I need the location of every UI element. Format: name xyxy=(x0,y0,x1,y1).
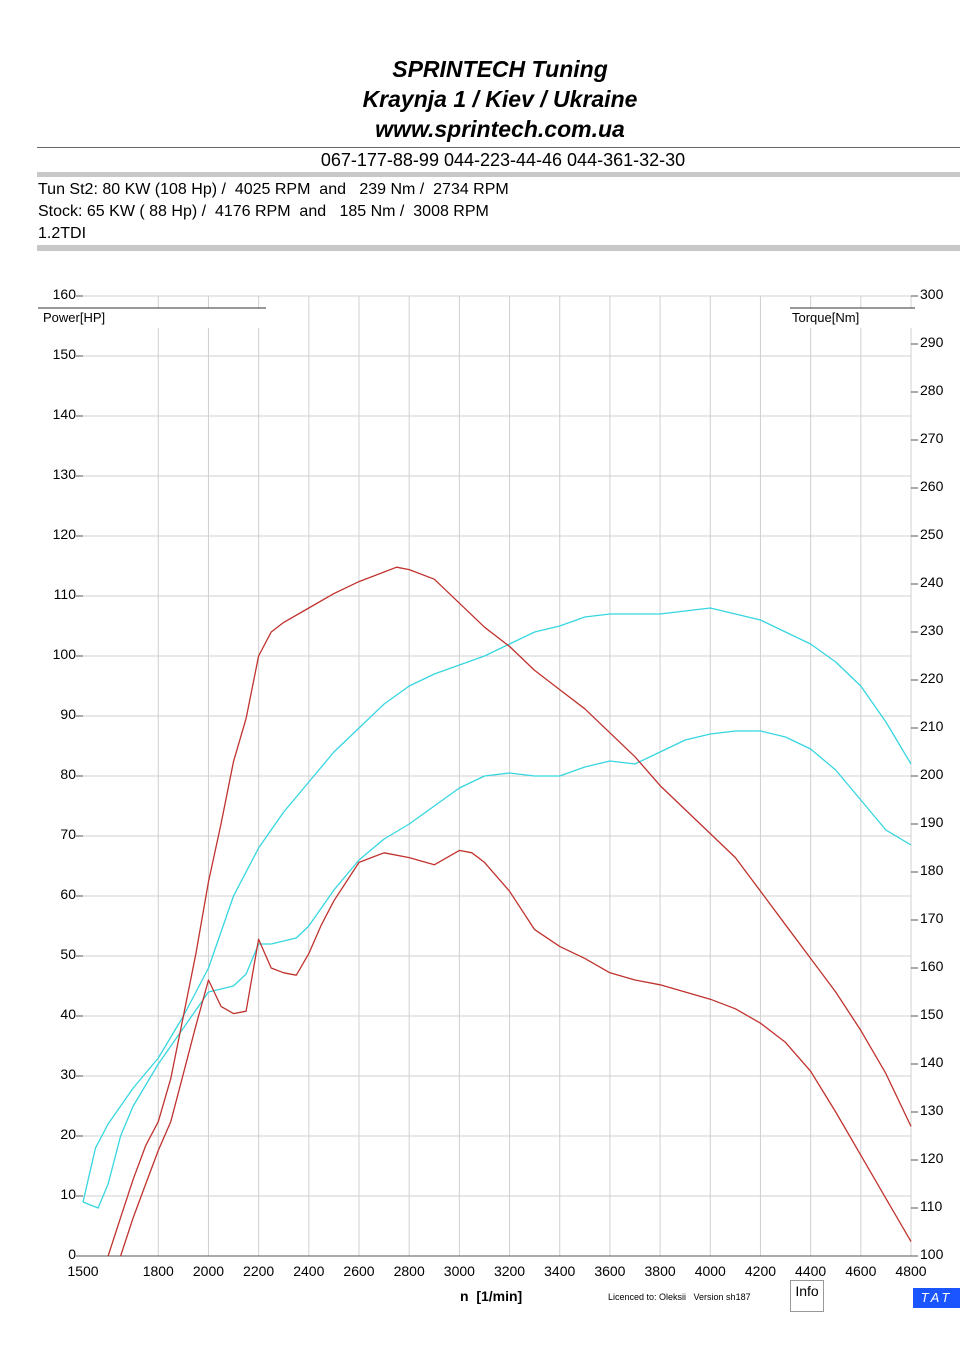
x-tick-label: 2200 xyxy=(243,1263,274,1279)
y-tick-label-left: 40 xyxy=(60,1006,76,1022)
x-tick-label: 2000 xyxy=(193,1263,224,1279)
x-tick-label: 4400 xyxy=(795,1263,826,1279)
power-axis-title: Power[HP] xyxy=(43,310,105,325)
y-tick-label-right: 130 xyxy=(920,1102,944,1118)
y-tick-label-left: 80 xyxy=(60,766,76,782)
y-tick-label-right: 160 xyxy=(920,958,944,974)
y-tick-label-right: 150 xyxy=(920,1006,944,1022)
info-button[interactable]: Info xyxy=(790,1280,824,1312)
y-tick-label-right: 200 xyxy=(920,766,944,782)
x-tick-label: 2600 xyxy=(343,1263,374,1279)
y-tick-label-left: 100 xyxy=(53,646,77,662)
x-tick-label: 3200 xyxy=(494,1263,525,1279)
y-tick-label-right: 170 xyxy=(920,910,944,926)
y-tick-label-right: 140 xyxy=(920,1054,944,1070)
y-tick-label-right: 120 xyxy=(920,1150,944,1166)
power-curve-tuned xyxy=(82,607,912,1203)
x-tick-label: 3800 xyxy=(645,1263,676,1279)
x-tick-label: 2800 xyxy=(394,1263,425,1279)
x-axis-title: n [1/min] xyxy=(460,1288,523,1304)
y-tick-label-right: 100 xyxy=(920,1246,944,1262)
y-tick-label-right: 300 xyxy=(920,286,944,302)
y-tick-label-left: 10 xyxy=(60,1186,76,1202)
y-tick-label-right: 210 xyxy=(920,718,944,734)
y-tick-label-left: 0 xyxy=(68,1246,76,1262)
y-tick-label-left: 90 xyxy=(60,706,76,722)
torque-label-bg xyxy=(790,308,915,328)
y-tick-label-right: 260 xyxy=(920,478,944,494)
x-tick-label: 4600 xyxy=(845,1263,876,1279)
torque-curve-stock xyxy=(119,849,912,1257)
spec-tuned: Tun St2: 80 KW (108 Hp) / 4025 RPM and 2… xyxy=(38,181,509,198)
specs-rule xyxy=(37,245,960,251)
y-tick-label-left: 130 xyxy=(53,466,77,482)
shop-website: www.sprintech.com.ua xyxy=(375,116,625,142)
y-tick-label-right: 190 xyxy=(920,814,944,830)
y-tick-label-right: 220 xyxy=(920,670,944,686)
x-tick-label: 3000 xyxy=(444,1263,475,1279)
shop-name: SPRINTECH Tuning xyxy=(392,56,608,82)
y-tick-label-right: 230 xyxy=(920,622,944,638)
x-tick-label: 1500 xyxy=(67,1263,98,1279)
header-rule xyxy=(37,147,960,148)
shop-address: Kraynja 1 / Kiev / Ukraine xyxy=(362,86,638,112)
power-label-bg xyxy=(38,308,266,328)
y-tick-label-right: 290 xyxy=(920,334,944,350)
x-tick-label: 3600 xyxy=(594,1263,625,1279)
y-tick-label-right: 250 xyxy=(920,526,944,542)
x-tick-label: 2400 xyxy=(293,1263,324,1279)
y-tick-label-left: 140 xyxy=(53,406,77,422)
y-tick-label-right: 110 xyxy=(920,1198,943,1214)
y-tick-label-left: 110 xyxy=(54,586,77,602)
power-curve-stock xyxy=(82,730,912,1209)
y-tick-label-right: 280 xyxy=(920,382,944,398)
shop-phones: 067-177-88-99 044-223-44-46 044-361-32-3… xyxy=(320,150,686,170)
y-tick-label-right: 180 xyxy=(920,862,944,878)
y-tick-label-left: 70 xyxy=(60,826,76,842)
licence-text: Licenced to: Oleksii Version sh187 xyxy=(608,1292,751,1302)
spec-engine: 1.2TDI xyxy=(38,225,87,242)
torque-axis-title: Torque[Nm] xyxy=(792,310,859,325)
y-tick-label-right: 270 xyxy=(920,430,944,446)
spec-stock: Stock: 65 KW ( 88 Hp) / 4176 RPM and 185… xyxy=(38,203,489,220)
y-tick-label-left: 160 xyxy=(53,286,77,302)
phones-rule xyxy=(37,172,960,177)
x-tick-label: 4200 xyxy=(745,1263,776,1279)
torque-curve-tuned xyxy=(107,566,912,1257)
x-tick-label: 4000 xyxy=(695,1263,726,1279)
y-tick-label-left: 120 xyxy=(53,526,77,542)
y-tick-label-left: 50 xyxy=(60,946,76,962)
x-tick-label: 1800 xyxy=(143,1263,174,1279)
y-tick-label-right: 240 xyxy=(920,574,944,590)
y-tick-label-left: 30 xyxy=(60,1066,76,1082)
tat-badge: TAT xyxy=(913,1288,960,1308)
y-tick-label-left: 150 xyxy=(53,346,77,362)
x-tick-label: 3400 xyxy=(544,1263,575,1279)
x-tick-label: 4800 xyxy=(895,1263,926,1279)
y-tick-label-left: 60 xyxy=(60,886,76,902)
y-tick-label-left: 20 xyxy=(60,1126,76,1142)
